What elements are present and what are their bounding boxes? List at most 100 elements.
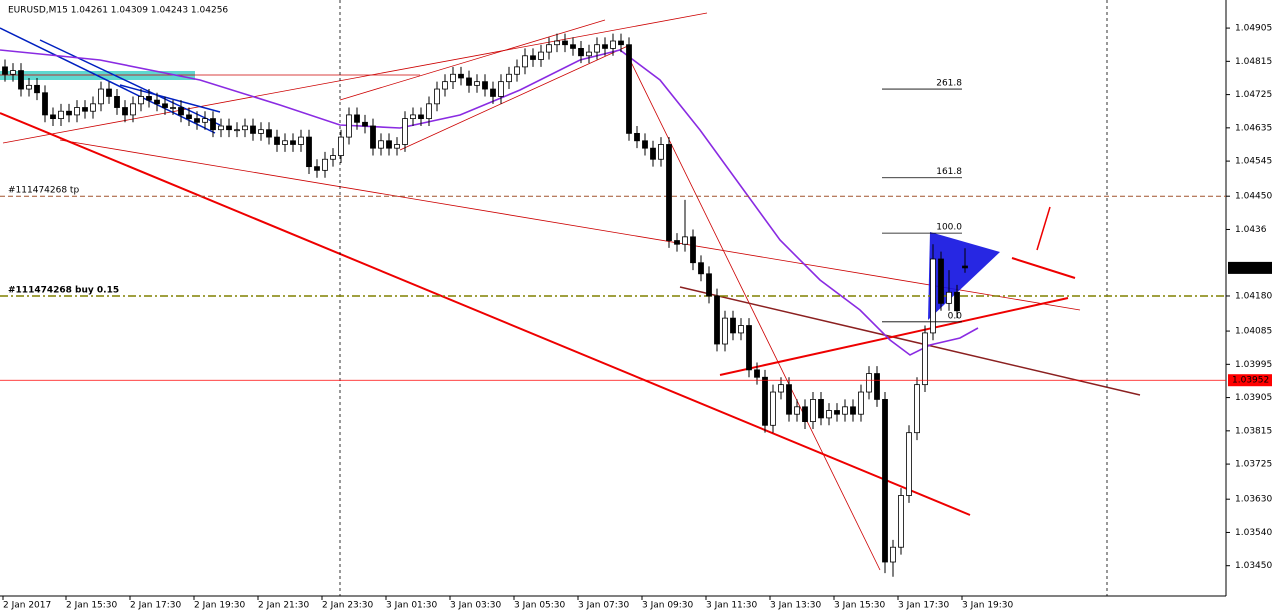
- candle-body: [642, 140, 648, 149]
- candle-body: [50, 114, 56, 120]
- candle-body: [290, 140, 296, 145]
- candle-body: [98, 88, 104, 105]
- candle-body: [258, 129, 264, 134]
- candle-body: [802, 406, 808, 422]
- candle-body: [882, 399, 888, 563]
- price-label-box: [1228, 374, 1272, 387]
- y-tick-label: 1.04085: [1235, 327, 1272, 337]
- x-tick-label: 3 Jan 15:30: [834, 601, 886, 611]
- candle-body: [42, 92, 48, 116]
- candle-body: [266, 129, 272, 138]
- candle-body: [730, 317, 736, 334]
- trendline: [2, 12, 708, 144]
- candle-body: [866, 373, 872, 393]
- candle-body: [962, 265, 968, 269]
- x-tick-label: 2 Jan 17:30: [130, 601, 182, 611]
- candle-body: [698, 262, 704, 275]
- x-tick-label: 3 Jan 07:30: [578, 601, 630, 611]
- candle-body: [826, 410, 832, 419]
- fibo-label: 100.0: [936, 223, 962, 233]
- candle-body: [562, 40, 568, 46]
- candle-body: [658, 144, 664, 160]
- candle-body: [66, 110, 72, 116]
- candle-body: [546, 44, 552, 53]
- candle-body: [906, 432, 912, 496]
- fibo-label: 261.8: [936, 79, 962, 89]
- candle-body: [298, 136, 304, 145]
- fibo-label: 0.0: [948, 311, 963, 321]
- candle-body: [410, 114, 416, 120]
- x-tick-label: 2 Jan 21:30: [258, 601, 310, 611]
- candle-body: [314, 166, 320, 171]
- candle-body: [778, 384, 784, 393]
- candle-body: [330, 155, 336, 160]
- y-tick-label: 1.03540: [1235, 528, 1272, 538]
- candle-body: [18, 70, 24, 90]
- candle-body: [218, 125, 224, 131]
- candle-body: [466, 77, 472, 86]
- candle-body: [714, 295, 720, 345]
- candle-body: [130, 103, 136, 116]
- candle-body: [194, 118, 200, 123]
- candle-body: [138, 96, 144, 105]
- candle-body: [202, 118, 208, 123]
- candle-body: [738, 325, 744, 334]
- y-tick-label: 1.04815: [1235, 57, 1272, 67]
- y-tick-label: 1.03450: [1235, 561, 1272, 571]
- trendline: [0, 112, 971, 516]
- candle-body: [482, 81, 488, 90]
- candle-body: [106, 88, 112, 97]
- chart-title: EURUSD,M15 1.04261 1.04309 1.04243 1.042…: [8, 6, 228, 16]
- candle-body: [450, 73, 456, 83]
- x-tick-label: 3 Jan 09:30: [642, 601, 694, 611]
- candle-body: [914, 384, 920, 434]
- candle-body: [554, 40, 560, 46]
- y-tick-label: 1.03995: [1235, 360, 1272, 370]
- candle-body: [434, 88, 440, 105]
- x-tick-label: 3 Jan 03:30: [450, 601, 502, 611]
- candle-body: [426, 103, 432, 120]
- candle-body: [338, 136, 344, 156]
- y-tick-label: 1.03905: [1235, 393, 1272, 403]
- trendline: [339, 19, 606, 101]
- candle-body: [498, 81, 504, 97]
- candle-body: [34, 84, 40, 94]
- candle-body: [690, 236, 696, 264]
- x-tick-label: 3 Jan 05:30: [514, 601, 566, 611]
- fibo-label: 161.8: [936, 167, 962, 177]
- y-tick-label: 1.03630: [1235, 495, 1272, 505]
- candle-body: [490, 88, 496, 97]
- candle-body: [82, 107, 88, 112]
- trendline: [0, 27, 216, 134]
- candle-body: [602, 44, 608, 49]
- trendline: [1011, 257, 1076, 279]
- candle-body: [346, 114, 352, 138]
- drawing-objects: [0, 0, 1141, 596]
- candle-body: [578, 48, 584, 57]
- x-tick-label: 3 Jan 19:30: [962, 601, 1014, 611]
- candle-body: [362, 121, 368, 127]
- trendline: [39, 39, 221, 126]
- candle-body: [90, 103, 96, 112]
- y-tick-label: 1.04635: [1235, 123, 1272, 133]
- candle-body: [250, 125, 256, 134]
- candle-body: [402, 118, 408, 145]
- candle-body: [226, 125, 232, 131]
- candle-body: [474, 81, 480, 86]
- candle-body: [506, 73, 512, 83]
- candle-body: [2, 66, 8, 75]
- candle-body: [58, 110, 64, 120]
- candle-body: [746, 325, 752, 371]
- y-tick-label: 1.04180: [1235, 291, 1272, 301]
- x-tick-label: 2 Jan 2017: [3, 601, 51, 611]
- candle-body: [818, 399, 824, 419]
- candle-body: [378, 140, 384, 149]
- candle-body: [858, 391, 864, 415]
- candle-body: [842, 406, 848, 415]
- x-tick-label: 2 Jan 15:30: [66, 601, 118, 611]
- trendline: [719, 297, 1069, 376]
- trendline: [399, 44, 631, 151]
- x-tick-label: 2 Jan 19:30: [194, 601, 246, 611]
- x-tick-label: 3 Jan 17:30: [898, 601, 950, 611]
- candle-body: [242, 125, 248, 131]
